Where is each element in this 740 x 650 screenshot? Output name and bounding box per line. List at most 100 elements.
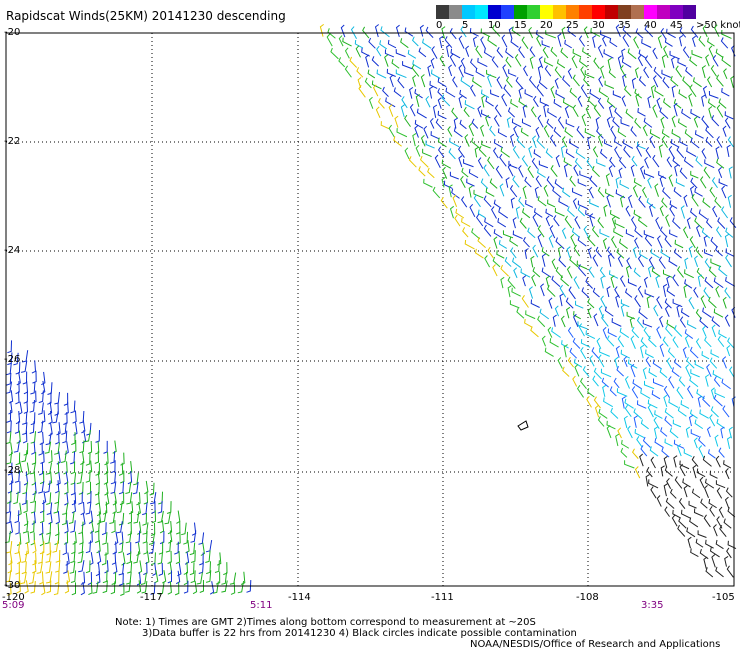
wind-barb (555, 154, 561, 168)
wind-barb (611, 318, 622, 327)
wind-barb (601, 314, 609, 327)
wind-barb (223, 562, 228, 576)
wind-barb (8, 551, 13, 566)
wind-barb (664, 305, 670, 317)
lon-label-117w: -117 (140, 592, 163, 603)
wind-barb (620, 64, 627, 78)
wind-barb (209, 581, 215, 595)
wind-barb (725, 487, 733, 498)
wind-barb (664, 506, 670, 517)
wind-barb (623, 145, 631, 158)
wind-barb (669, 229, 678, 238)
wind-barb (709, 470, 718, 479)
wind-barb (566, 266, 573, 279)
wind-barb (553, 98, 562, 108)
wind-barb (663, 269, 673, 278)
wind-barb (634, 466, 641, 479)
wind-barb (527, 227, 536, 239)
wind-barb (22, 412, 28, 425)
wind-barb (705, 567, 714, 578)
wind-barb (509, 185, 518, 198)
wind-barb (142, 502, 148, 516)
wind-barb (708, 266, 717, 278)
wind-barb (560, 47, 569, 59)
wind-barb (619, 156, 627, 169)
wind-barb (230, 581, 236, 595)
wind-barb (85, 469, 91, 483)
wind-barb (144, 480, 149, 495)
wind-barb (707, 98, 716, 108)
wind-barb (722, 405, 730, 418)
wind-barb (237, 581, 245, 594)
wind-barb (653, 416, 660, 430)
wind-barb (473, 194, 481, 208)
wind-barb (633, 415, 638, 428)
wind-barb (7, 480, 13, 494)
wind-barb (662, 336, 669, 347)
wind-barb (437, 146, 445, 158)
wind-barb (76, 471, 83, 485)
wind-barb (500, 147, 510, 158)
wind-barb (549, 134, 557, 147)
wind-barb (56, 472, 61, 486)
wind-barb (355, 45, 361, 58)
wind-barb (423, 125, 429, 139)
wind-barb (671, 367, 680, 378)
wind-barb (452, 76, 458, 88)
wind-barb (41, 581, 46, 596)
wind-barb (729, 217, 737, 229)
wind-barb (616, 388, 628, 397)
wind-barb (710, 387, 715, 399)
wind-barb (576, 126, 585, 139)
wind-barb (646, 198, 656, 209)
wind-barb (639, 453, 644, 467)
wind-barb (727, 507, 736, 518)
wind-barb (688, 500, 697, 509)
wind-barb (480, 178, 489, 189)
wind-barb (460, 196, 468, 208)
wind-barb (630, 363, 636, 378)
wind-barb (524, 89, 533, 98)
wind-barb (652, 359, 662, 370)
wind-barb (690, 207, 698, 218)
wind-barb (142, 512, 147, 526)
wind-barb (645, 356, 651, 368)
wind-barb (704, 248, 713, 257)
wind-barb (690, 177, 698, 189)
wind-barb (23, 442, 29, 456)
wind-barb (368, 37, 376, 49)
wind-barb (471, 118, 479, 129)
wind-barb (585, 210, 596, 219)
wind-barb (6, 362, 12, 376)
wind-barb (545, 215, 551, 227)
wind-barb (659, 315, 664, 328)
wind-barb (643, 66, 650, 79)
wind-barb (338, 57, 346, 68)
wind-barb (588, 186, 594, 199)
wind-barb (705, 539, 714, 549)
wind-barb (661, 69, 671, 78)
wind-barb (142, 530, 148, 544)
wind-barb (435, 118, 443, 129)
wind-barb (709, 186, 716, 198)
wind-barb (714, 434, 719, 447)
colorbar-tick: 25 (566, 20, 579, 31)
wind-barb (598, 408, 608, 419)
wind-barb (20, 571, 27, 585)
wind-barb (14, 510, 20, 524)
wind-barb (675, 178, 685, 187)
wind-barb (708, 106, 713, 119)
colorbar-segment (566, 5, 579, 19)
wind-barb (666, 286, 676, 297)
wind-barb (496, 46, 504, 58)
wind-barb (671, 85, 676, 98)
wind-barb (592, 165, 600, 178)
wind-barb (54, 402, 59, 416)
wind-barb (505, 177, 510, 188)
wind-barb (644, 234, 653, 247)
wind-barb (603, 49, 614, 59)
wind-barb (557, 357, 563, 369)
wind-barb (95, 462, 100, 476)
wind-barb (110, 471, 117, 485)
wind-barb (642, 367, 647, 380)
